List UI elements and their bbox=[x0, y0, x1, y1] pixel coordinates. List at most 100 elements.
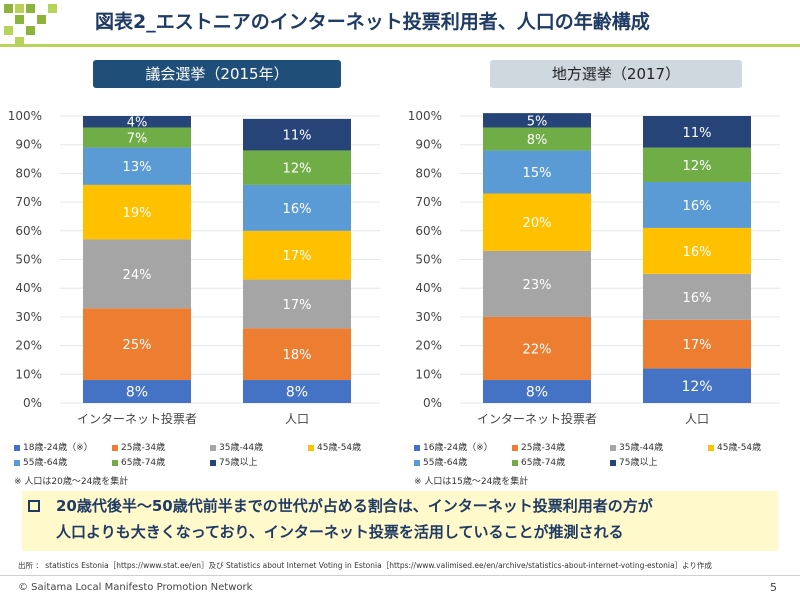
bar-segment bbox=[243, 150, 351, 185]
data-label: 17% bbox=[283, 298, 312, 313]
y-tick-label: 100% bbox=[8, 109, 42, 123]
bar-segment bbox=[83, 184, 191, 240]
data-label: 17% bbox=[683, 338, 712, 353]
y-tick-label: 70% bbox=[415, 195, 442, 209]
data-label: 8% bbox=[526, 385, 548, 401]
legend-item: 25歳-34歳 bbox=[512, 440, 565, 453]
legend-item: 18歳-24歳（※） bbox=[14, 440, 93, 453]
legend-swatch bbox=[708, 444, 714, 451]
y-tick-label: 10% bbox=[415, 367, 442, 381]
bar-segment bbox=[243, 118, 351, 151]
page-number: 5 bbox=[770, 581, 777, 594]
data-label: 20% bbox=[523, 216, 552, 231]
y-tick-label: 50% bbox=[415, 253, 442, 267]
x-category-label: 人口 bbox=[285, 412, 309, 426]
data-label: 18% bbox=[283, 348, 312, 363]
bar-segment bbox=[243, 328, 351, 381]
bar-segment bbox=[243, 230, 351, 280]
chart-title-local: 地方選挙（2017） bbox=[490, 60, 742, 88]
data-label: 12% bbox=[283, 162, 312, 177]
legend-label: 45歳-54歳 bbox=[717, 443, 762, 453]
data-label: 24% bbox=[123, 268, 152, 283]
legend-label: 35歳-44歳 bbox=[619, 443, 664, 453]
y-tick-label: 10% bbox=[15, 367, 42, 381]
data-label: 4% bbox=[127, 116, 148, 131]
bar-segment bbox=[243, 380, 351, 403]
data-label: 8% bbox=[286, 385, 308, 401]
x-category-label: インターネット投票者 bbox=[477, 411, 597, 426]
data-label: 12% bbox=[681, 379, 712, 395]
bullet-square-icon bbox=[28, 500, 40, 512]
bar-segment bbox=[83, 239, 191, 309]
legend-swatch bbox=[610, 459, 616, 466]
legend-label: 35歳-44歳 bbox=[219, 443, 264, 453]
y-tick-label: 0% bbox=[423, 396, 442, 410]
y-tick-label: 20% bbox=[415, 339, 442, 353]
legend-item: 35歳-44歳 bbox=[210, 440, 263, 453]
y-tick-label: 40% bbox=[15, 281, 42, 295]
legend-item: 75歳以上 bbox=[610, 455, 657, 468]
y-tick-label: 40% bbox=[415, 281, 442, 295]
legend-item: 65歳-74歳 bbox=[112, 455, 165, 468]
header-divider bbox=[0, 44, 800, 47]
y-tick-label: 30% bbox=[415, 310, 442, 324]
bar-segment bbox=[83, 380, 191, 403]
legend-label: 65歳-74歳 bbox=[121, 458, 166, 468]
legend-local: 16歳-24歳（※） 25歳-34歳 35歳-44歳 45歳-54歳 55歳-64歳 65… bbox=[400, 440, 800, 476]
legend-label: 25歳-34歳 bbox=[121, 443, 166, 453]
data-label: 8% bbox=[126, 385, 148, 401]
bar-segment bbox=[643, 182, 751, 228]
note-local: ※ 人口は15歳～24歳を集計 bbox=[414, 477, 529, 487]
y-tick-label: 90% bbox=[415, 138, 442, 152]
data-label: 13% bbox=[123, 160, 152, 175]
y-tick-label: 60% bbox=[15, 224, 42, 238]
legend-swatch bbox=[308, 444, 314, 451]
y-tick-label: 80% bbox=[415, 166, 442, 180]
data-label: 16% bbox=[683, 199, 712, 214]
y-tick-label: 70% bbox=[15, 195, 42, 209]
legend-item: 55歳-64歳 bbox=[14, 455, 67, 468]
note-parliament: ※ 人口は20歳～24歳を集計 bbox=[14, 477, 129, 487]
bar-segment bbox=[643, 116, 751, 148]
legend-swatch bbox=[112, 444, 118, 451]
y-tick-label: 100% bbox=[408, 109, 442, 123]
x-category-label: 人口 bbox=[685, 412, 709, 426]
data-label: 25% bbox=[123, 338, 152, 353]
data-label: 16% bbox=[683, 291, 712, 306]
bar-segment bbox=[643, 227, 751, 274]
data-label: 5% bbox=[527, 114, 548, 129]
legend-swatch bbox=[610, 444, 616, 451]
legend-label: 55歳-64歳 bbox=[423, 458, 468, 468]
copyright: © Saitama Local Manifesto Promotion Netw… bbox=[18, 582, 253, 593]
y-tick-label: 50% bbox=[15, 253, 42, 267]
legend-label: 16歳-24歳（※） bbox=[423, 443, 493, 453]
legend-item: 16歳-24歳（※） bbox=[414, 440, 493, 453]
legend-swatch bbox=[512, 444, 518, 451]
chart-title-parliament: 議会選挙（2015年） bbox=[93, 60, 341, 88]
legend-item: 55歳-64歳 bbox=[414, 455, 467, 468]
bar-segment bbox=[483, 250, 591, 317]
data-label: 15% bbox=[523, 166, 552, 181]
bar-segment bbox=[483, 127, 591, 151]
data-label: 11% bbox=[683, 126, 712, 141]
y-tick-label: 80% bbox=[15, 166, 42, 180]
bar-segment bbox=[83, 116, 191, 128]
legend-item: 35歳-44歳 bbox=[610, 440, 663, 453]
legend-item: 45歳-54歳 bbox=[308, 440, 361, 453]
page-title: 図表2_エストニアのインターネット投票利用者、人口の年齢構成 bbox=[95, 11, 650, 33]
legend-swatch bbox=[210, 444, 216, 451]
bar-segment bbox=[483, 316, 591, 381]
bar-segment bbox=[483, 150, 591, 194]
footer-divider bbox=[0, 575, 800, 576]
legend-swatch bbox=[14, 459, 20, 466]
summary-box bbox=[22, 491, 778, 551]
bar-segment bbox=[643, 147, 751, 183]
bar-segment bbox=[83, 127, 191, 148]
y-tick-label: 90% bbox=[15, 138, 42, 152]
bar-segment bbox=[643, 319, 751, 369]
legend-label: 45歳-54歳 bbox=[317, 443, 362, 453]
legend-swatch bbox=[512, 459, 518, 466]
legend-parliament: 18歳-24歳（※） 25歳-34歳 35歳-44歳 45歳-54歳 55歳-64歳 65… bbox=[0, 440, 400, 476]
bar-segment bbox=[243, 279, 351, 329]
data-label: 17% bbox=[283, 249, 312, 264]
